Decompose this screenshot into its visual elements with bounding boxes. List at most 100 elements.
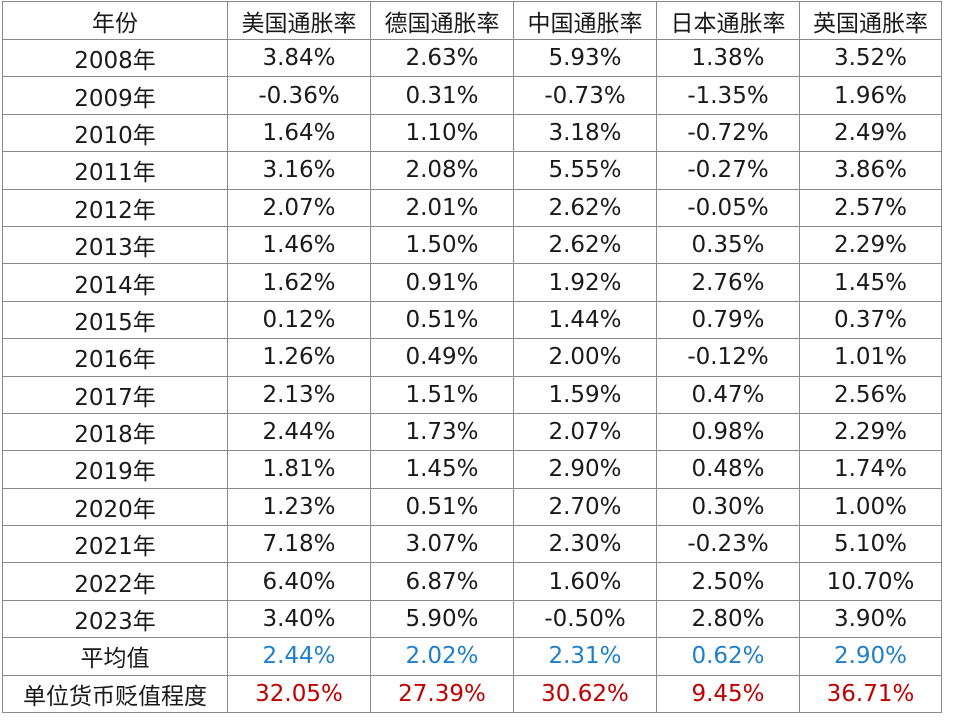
row-label-cell[interactable]: 2013年	[2, 225, 228, 265]
value-cell-uk[interactable]: 5.10%	[799, 525, 942, 564]
value-cell-uk[interactable]: 1.96%	[799, 76, 942, 115]
value-cell-japan[interactable]: 1.38%	[656, 38, 800, 78]
value-cell-germany[interactable]: 0.49%	[370, 338, 514, 377]
value-cell-uk[interactable]: 3.86%	[799, 151, 942, 190]
header-cell-uk[interactable]: 英国通胀率	[799, 1, 942, 40]
value-cell-germany[interactable]: 1.10%	[370, 113, 514, 153]
value-cell-china[interactable]: 1.59%	[513, 375, 657, 414]
value-cell-china[interactable]: 1.44%	[513, 300, 657, 340]
value-cell-germany[interactable]: 2.01%	[370, 188, 514, 227]
value-cell-china[interactable]: 2.31%	[513, 637, 657, 676]
value-cell-uk[interactable]: 3.52%	[799, 38, 942, 78]
value-cell-japan[interactable]: 0.62%	[656, 637, 800, 676]
value-cell-us[interactable]: 1.26%	[227, 338, 371, 377]
row-label-cell[interactable]: 2009年	[2, 76, 228, 115]
value-cell-us[interactable]: 32.05%	[227, 674, 371, 714]
header-cell-germany[interactable]: 德国通胀率	[370, 1, 514, 40]
value-cell-us[interactable]: 6.40%	[227, 562, 371, 601]
value-cell-germany[interactable]: 1.50%	[370, 225, 514, 265]
row-label-cell[interactable]: 2012年	[2, 188, 228, 227]
value-cell-china[interactable]: 30.62%	[513, 674, 657, 714]
value-cell-china[interactable]: 2.62%	[513, 225, 657, 265]
value-cell-germany[interactable]: 2.08%	[370, 151, 514, 190]
value-cell-japan[interactable]: 0.98%	[656, 412, 800, 452]
value-cell-uk[interactable]: 3.90%	[799, 599, 942, 639]
value-cell-china[interactable]: 1.92%	[513, 263, 657, 302]
value-cell-japan[interactable]: 2.76%	[656, 263, 800, 302]
value-cell-china[interactable]: 2.70%	[513, 487, 657, 527]
value-cell-germany[interactable]: 0.51%	[370, 300, 514, 340]
value-cell-germany[interactable]: 2.63%	[370, 38, 514, 78]
header-cell-china[interactable]: 中国通胀率	[513, 1, 657, 40]
value-cell-china[interactable]: -0.73%	[513, 76, 657, 115]
row-label-cell[interactable]: 2018年	[2, 412, 228, 452]
value-cell-japan[interactable]: 0.47%	[656, 375, 800, 414]
value-cell-uk[interactable]: 2.29%	[799, 412, 942, 452]
row-label-cell[interactable]: 2011年	[2, 151, 228, 190]
value-cell-japan[interactable]: 0.79%	[656, 300, 800, 340]
row-label-cell[interactable]: 2017年	[2, 375, 228, 414]
value-cell-us[interactable]: 1.62%	[227, 263, 371, 302]
value-cell-germany[interactable]: 0.51%	[370, 487, 514, 527]
value-cell-china[interactable]: 3.18%	[513, 113, 657, 153]
value-cell-china[interactable]: 5.93%	[513, 38, 657, 78]
row-label-cell[interactable]: 2022年	[2, 562, 228, 601]
row-label-cell[interactable]: 2010年	[2, 113, 228, 153]
value-cell-uk[interactable]: 10.70%	[799, 562, 942, 601]
value-cell-japan[interactable]: 0.30%	[656, 487, 800, 527]
value-cell-japan[interactable]: 2.50%	[656, 562, 800, 601]
header-cell-us[interactable]: 美国通胀率	[227, 1, 371, 40]
value-cell-japan[interactable]: -1.35%	[656, 76, 800, 115]
value-cell-china[interactable]: 2.07%	[513, 412, 657, 452]
value-cell-china[interactable]: 5.55%	[513, 151, 657, 190]
value-cell-japan[interactable]: 9.45%	[656, 674, 800, 714]
value-cell-china[interactable]: 1.60%	[513, 562, 657, 601]
value-cell-germany[interactable]: 1.51%	[370, 375, 514, 414]
value-cell-uk[interactable]: 1.00%	[799, 487, 942, 527]
value-cell-china[interactable]: 2.90%	[513, 450, 657, 489]
value-cell-japan[interactable]: 0.48%	[656, 450, 800, 489]
row-label-cell[interactable]: 平均值	[2, 637, 228, 676]
value-cell-uk[interactable]: 0.37%	[799, 300, 942, 340]
value-cell-china[interactable]: -0.50%	[513, 599, 657, 639]
value-cell-germany[interactable]: 5.90%	[370, 599, 514, 639]
value-cell-germany[interactable]: 27.39%	[370, 674, 514, 714]
value-cell-us[interactable]: 1.81%	[227, 450, 371, 489]
value-cell-japan[interactable]: -0.05%	[656, 188, 800, 227]
value-cell-germany[interactable]: 1.45%	[370, 450, 514, 489]
value-cell-uk[interactable]: 1.74%	[799, 450, 942, 489]
value-cell-us[interactable]: 2.07%	[227, 188, 371, 227]
value-cell-germany[interactable]: 3.07%	[370, 525, 514, 564]
value-cell-us[interactable]: -0.36%	[227, 76, 371, 115]
value-cell-japan[interactable]: -0.27%	[656, 151, 800, 190]
row-label-cell[interactable]: 2019年	[2, 450, 228, 489]
value-cell-uk[interactable]: 1.45%	[799, 263, 942, 302]
value-cell-china[interactable]: 2.62%	[513, 188, 657, 227]
row-label-cell[interactable]: 2020年	[2, 487, 228, 527]
value-cell-uk[interactable]: 2.90%	[799, 637, 942, 676]
value-cell-japan[interactable]: 0.35%	[656, 225, 800, 265]
value-cell-us[interactable]: 0.12%	[227, 300, 371, 340]
row-label-cell[interactable]: 单位货币贬值程度	[2, 674, 228, 714]
value-cell-us[interactable]: 1.64%	[227, 113, 371, 153]
row-label-cell[interactable]: 2021年	[2, 525, 228, 564]
value-cell-japan[interactable]: -0.23%	[656, 525, 800, 564]
value-cell-us[interactable]: 3.16%	[227, 151, 371, 190]
value-cell-germany[interactable]: 0.91%	[370, 263, 514, 302]
value-cell-us[interactable]: 1.23%	[227, 487, 371, 527]
value-cell-germany[interactable]: 0.31%	[370, 76, 514, 115]
value-cell-uk[interactable]: 2.29%	[799, 225, 942, 265]
value-cell-china[interactable]: 2.00%	[513, 338, 657, 377]
value-cell-uk[interactable]: 36.71%	[799, 674, 942, 714]
value-cell-us[interactable]: 2.44%	[227, 412, 371, 452]
row-label-cell[interactable]: 2015年	[2, 300, 228, 340]
value-cell-us[interactable]: 2.44%	[227, 637, 371, 676]
row-label-cell[interactable]: 2023年	[2, 599, 228, 639]
value-cell-japan[interactable]: 2.80%	[656, 599, 800, 639]
value-cell-us[interactable]: 3.40%	[227, 599, 371, 639]
value-cell-germany[interactable]: 6.87%	[370, 562, 514, 601]
value-cell-japan[interactable]: -0.12%	[656, 338, 800, 377]
row-label-cell[interactable]: 2014年	[2, 263, 228, 302]
value-cell-uk[interactable]: 1.01%	[799, 338, 942, 377]
value-cell-us[interactable]: 7.18%	[227, 525, 371, 564]
